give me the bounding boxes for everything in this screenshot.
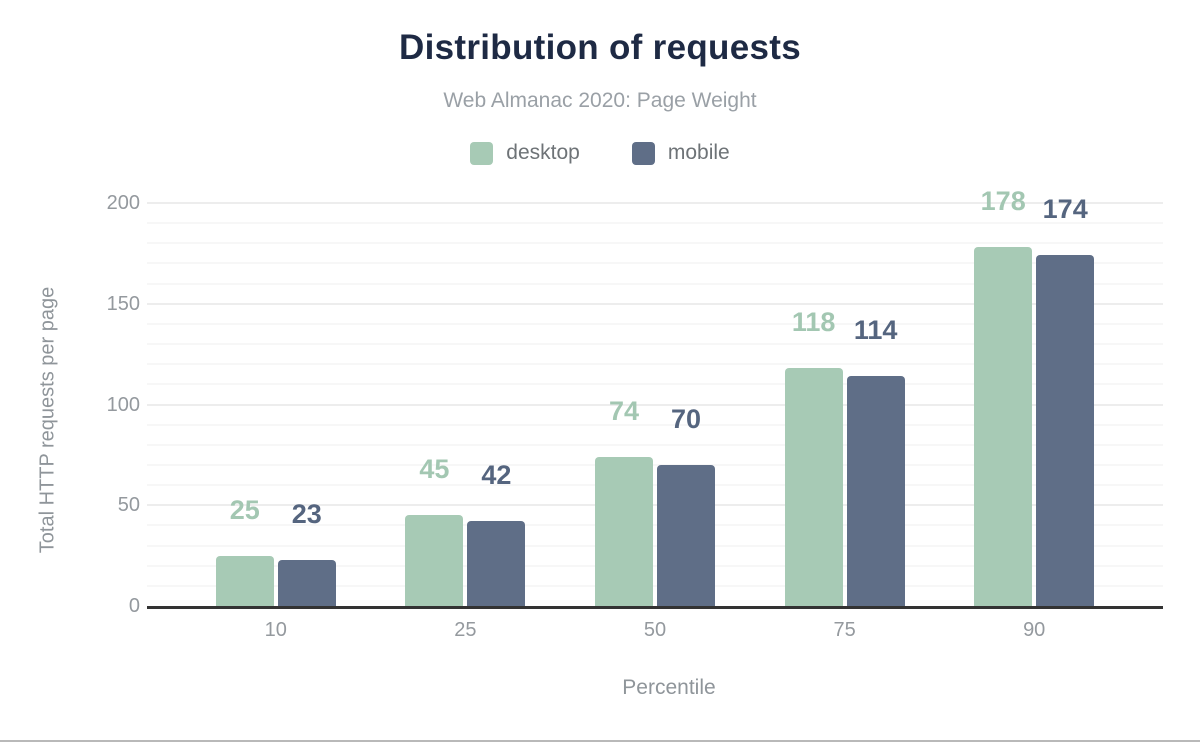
bar-desktop [784, 368, 843, 606]
bar-desktop [595, 456, 653, 606]
bar-mobile [1036, 255, 1095, 606]
gridline-minor [147, 322, 1163, 325]
legend-item-mobile: mobile [631, 141, 730, 165]
y-axis-title: Total HTTP requests per page [36, 286, 59, 554]
value-label-desktop: 25 [229, 494, 260, 525]
gridline-minor [147, 564, 1163, 567]
legend: desktop mobile [0, 141, 1200, 165]
value-label-desktop: 178 [980, 186, 1026, 217]
gridline-minor [147, 383, 1163, 386]
bar-mobile [846, 376, 905, 606]
desktop-swatch-icon [470, 141, 494, 165]
y-tick-label: 200 [106, 192, 140, 214]
gridline-minor [147, 463, 1163, 466]
y-tick-label: 50 [117, 494, 140, 517]
gridline-minor [147, 363, 1163, 366]
gridline-minor [147, 282, 1163, 285]
x-tick-label: 50 [643, 619, 667, 641]
y-tick-label: 150 [106, 292, 140, 315]
gridline-minor [147, 222, 1163, 225]
bar-desktop [215, 555, 274, 606]
value-label-desktop: 74 [608, 395, 640, 426]
gridline-major [147, 202, 1163, 204]
gridline-minor [147, 242, 1163, 245]
y-tick-label: 0 [128, 595, 140, 617]
value-label-mobile: 70 [670, 403, 702, 434]
x-tick-label: 25 [454, 619, 477, 641]
gridline-minor [147, 484, 1163, 487]
gridline-major [147, 504, 1163, 507]
gridline-minor [147, 443, 1163, 446]
gridline-minor [147, 584, 1163, 587]
legend-label: desktop [506, 141, 580, 164]
x-axis-title: Percentile [622, 676, 716, 699]
value-label-mobile: 23 [291, 498, 322, 529]
value-label-desktop: 118 [791, 307, 836, 338]
gridline-minor [147, 423, 1163, 426]
value-label-mobile: 174 [1042, 194, 1088, 225]
gridline-minor [147, 343, 1163, 346]
chart-subtitle: Web Almanac 2020: Page Weight [443, 89, 757, 112]
bar-mobile [467, 521, 526, 606]
gridline-major [147, 403, 1163, 406]
bar-desktop [974, 247, 1033, 606]
x-tick-label: 10 [264, 619, 287, 641]
value-label-desktop: 45 [419, 454, 450, 485]
gridline-minor [147, 262, 1163, 265]
legend-label: mobile [667, 141, 730, 164]
gridline-minor [147, 524, 1163, 527]
x-axis-line [147, 606, 1163, 609]
legend-item-desktop: desktop [470, 141, 580, 165]
bar-mobile [277, 559, 336, 606]
value-label-mobile: 42 [481, 460, 512, 491]
value-label-mobile: 114 [853, 315, 898, 346]
bar-desktop [405, 515, 464, 606]
chart-title: Distribution of requests [399, 28, 801, 67]
y-tick-label: 100 [106, 393, 140, 416]
gridline-major [147, 302, 1163, 305]
bar-mobile [657, 464, 715, 606]
x-tick-label: 75 [833, 619, 856, 641]
gridline-minor [147, 544, 1163, 547]
x-tick-label: 90 [1023, 619, 1046, 641]
mobile-swatch-icon [631, 141, 655, 165]
